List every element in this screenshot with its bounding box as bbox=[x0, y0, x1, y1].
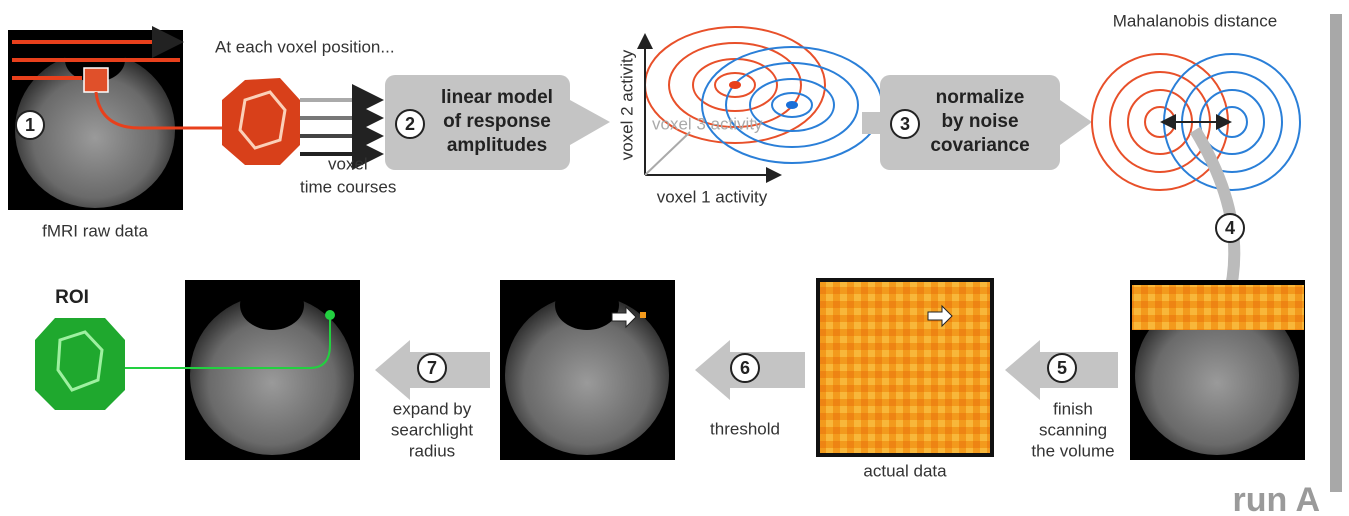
scan-image bbox=[1130, 280, 1305, 460]
step-number: 5 bbox=[1057, 358, 1067, 378]
step-text: searchlight bbox=[391, 420, 473, 439]
axis bbox=[644, 131, 691, 176]
arrow bbox=[862, 112, 880, 134]
step-badge bbox=[1047, 353, 1077, 383]
roi-dot bbox=[325, 310, 335, 320]
step-text: the volume bbox=[1031, 441, 1114, 460]
time-courses-label: voxel bbox=[328, 154, 368, 173]
step-number: 4 bbox=[1225, 218, 1235, 238]
step-number: 6 bbox=[740, 358, 750, 378]
actual-data-image bbox=[816, 278, 994, 457]
step-text: scanning bbox=[1039, 420, 1107, 439]
axis-label: voxel 1 activity bbox=[657, 187, 768, 206]
step-badge bbox=[417, 353, 447, 383]
axis-label: voxel 3 activity bbox=[652, 114, 763, 133]
step-text: threshold bbox=[710, 419, 780, 438]
step-badge bbox=[1215, 213, 1245, 243]
step-number: 2 bbox=[405, 114, 415, 134]
step-badge bbox=[395, 109, 425, 139]
raw-data-image bbox=[8, 26, 225, 210]
roi-line bbox=[125, 315, 331, 369]
run-label: run A bbox=[1232, 481, 1320, 516]
raw-data-label: fMRI raw data bbox=[42, 221, 148, 240]
step-badge bbox=[15, 110, 45, 140]
mahalanobis-label: Mahalanobis distance bbox=[1113, 11, 1277, 30]
mean-dot bbox=[786, 101, 798, 109]
step-text: amplitudes bbox=[447, 135, 547, 156]
step-text: finish bbox=[1053, 399, 1093, 418]
mean-dot bbox=[729, 81, 741, 89]
step-text: by noise bbox=[941, 111, 1018, 132]
step-number: 1 bbox=[25, 115, 35, 135]
step-badge bbox=[890, 109, 920, 139]
threshold-image bbox=[500, 280, 675, 460]
step-badge bbox=[730, 353, 760, 383]
step-text: normalize bbox=[936, 87, 1025, 108]
run-bar bbox=[1330, 14, 1342, 492]
roi-image bbox=[185, 280, 360, 460]
axis-label: voxel 2 activity bbox=[617, 49, 636, 160]
step-text: radius bbox=[409, 441, 455, 460]
roi-label: ROI bbox=[55, 287, 89, 308]
step-number: 7 bbox=[427, 358, 437, 378]
step-text: expand by bbox=[393, 399, 472, 418]
step-text: covariance bbox=[930, 135, 1029, 156]
voxel-position-label: At each voxel position... bbox=[215, 37, 395, 56]
step-text: of response bbox=[443, 111, 551, 132]
step-text: linear model bbox=[441, 87, 553, 108]
arrow bbox=[1060, 100, 1092, 145]
step-box bbox=[385, 75, 570, 170]
step-number: 3 bbox=[900, 114, 910, 134]
actual-data-label: actual data bbox=[863, 461, 947, 480]
voxel-cube bbox=[222, 78, 300, 165]
arrow bbox=[570, 100, 610, 145]
roi-cube bbox=[35, 318, 125, 410]
activity-ellipses bbox=[644, 26, 883, 164]
step-box bbox=[880, 75, 1060, 170]
time-courses-label: time courses bbox=[300, 177, 396, 196]
